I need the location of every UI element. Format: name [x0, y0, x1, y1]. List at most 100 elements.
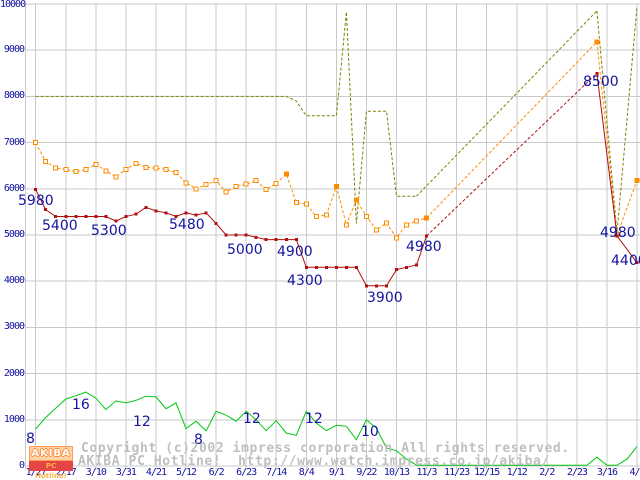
average-price-marker [384, 220, 389, 226]
average-price-line [426, 41, 598, 219]
average-price-marker [394, 235, 399, 241]
x-tick-label: 10/13 [383, 467, 410, 478]
akiba-logo: AKIBA PC Hotline! [29, 446, 73, 480]
average-price-marker [233, 184, 239, 189]
average-price-marker [213, 178, 219, 184]
average-price-marker [183, 180, 189, 186]
value-annotation: 4400 [611, 253, 640, 269]
y-tick-label: 5000 [3, 229, 25, 240]
lowest-price-marker [264, 238, 268, 242]
x-tick-label: 6/2 [208, 467, 225, 478]
lowest-price-marker [395, 268, 398, 272]
lowest-price-marker [615, 234, 619, 238]
average-price-marker [414, 218, 419, 224]
x-tick-label: 4/21 [145, 467, 167, 478]
x-tick-label: 9/22 [356, 467, 377, 478]
y-tick-label: 0 [18, 460, 25, 471]
shop-count-x100-line [35, 391, 638, 466]
average-price-marker [133, 160, 139, 166]
x-tick-label: 8/4 [298, 467, 315, 478]
lowest-price-marker [635, 261, 639, 265]
lowest-price-marker [344, 265, 348, 269]
lowest-price-marker [324, 265, 328, 269]
value-annotation: 10 [361, 424, 379, 440]
value-annotation: 8500 [583, 74, 619, 90]
lowest-price-marker [314, 265, 318, 269]
average-price-marker [103, 168, 109, 174]
y-tick-label: 4000 [3, 275, 25, 287]
lowest-price-marker [415, 263, 418, 267]
average-price-marker [323, 212, 329, 218]
value-annotation: 12 [305, 411, 323, 427]
average-price-marker [634, 178, 640, 183]
x-tick-label: 5/12 [175, 467, 197, 478]
copyright-line-1: Copyright (c)2002 impress corporation Al… [81, 441, 570, 456]
lowest-price-line [426, 72, 598, 237]
lowest-price-marker [184, 211, 188, 215]
lowest-price-marker [364, 284, 368, 288]
pc-hotline-logo-text: PC Hotline! [29, 461, 73, 480]
lowest-price-marker [174, 215, 178, 218]
y-tick-label: 3000 [3, 321, 25, 333]
average-price-line [596, 41, 638, 236]
lowest-price-marker [154, 209, 158, 213]
lowest-price-marker [114, 219, 118, 223]
average-price-marker [123, 166, 129, 172]
average-price-marker [363, 214, 369, 219]
y-tick-label: 1000 [3, 413, 25, 425]
lowest-price-marker [234, 233, 238, 237]
highest-price-line [416, 10, 598, 197]
average-price-marker [93, 161, 99, 167]
average-price-marker [203, 182, 209, 188]
x-tick-label: 9/1 [328, 467, 345, 478]
lowest-price-marker [274, 238, 278, 242]
x-tick-label: 4/6 [629, 467, 640, 478]
average-price-marker [333, 184, 339, 189]
lowest-price-marker [294, 238, 298, 242]
copyright-line-2: AKIBA PC Hotline! http://www.watch.impre… [78, 454, 550, 469]
value-annotation: 4900 [277, 244, 313, 260]
y-tick-label: 10000 [0, 0, 26, 10]
average-price-marker [83, 166, 89, 172]
average-price-marker [253, 178, 259, 184]
average-price-marker [283, 171, 289, 177]
lowest-price-line [35, 189, 428, 287]
lowest-price-marker [104, 215, 108, 218]
lowest-price-marker [224, 233, 228, 237]
average-price-marker [63, 166, 69, 172]
lowest-price-marker [244, 233, 248, 237]
lowest-price-marker [84, 215, 88, 218]
lowest-price-marker [194, 213, 198, 217]
lowest-price-marker [284, 238, 288, 242]
lowest-price-marker [595, 71, 599, 75]
lowest-price-marker [164, 211, 168, 215]
x-tick-label: 1/12 [506, 467, 528, 478]
average-price-marker [53, 165, 59, 171]
x-tick-label: 1/27 [21, 467, 51, 478]
average-price-marker [293, 200, 299, 206]
average-price-marker [263, 187, 269, 193]
average-price-marker [173, 170, 179, 176]
x-tick-label: 6/23 [236, 467, 257, 478]
value-annotation: 5000 [227, 242, 263, 258]
lowest-price-marker [374, 284, 378, 288]
average-price-line [35, 142, 427, 239]
lowest-price-marker [64, 215, 68, 218]
lowest-price-marker [354, 265, 358, 269]
average-price-marker [113, 174, 119, 180]
x-tick-label: 7/14 [266, 467, 287, 478]
lowest-price-marker [54, 215, 58, 218]
y-tick-label: 7000 [3, 136, 25, 148]
y-tick-label: 2000 [3, 367, 25, 379]
x-tick-label: 11/23 [444, 467, 470, 478]
value-annotation: 4980 [600, 225, 636, 241]
average-price-marker [153, 165, 159, 171]
value-annotation: 12 [133, 414, 151, 430]
x-tick-label: 3/31 [115, 467, 137, 478]
average-price-marker [243, 181, 249, 187]
lowest-price-marker [124, 215, 128, 218]
value-annotation: 3900 [367, 290, 403, 306]
